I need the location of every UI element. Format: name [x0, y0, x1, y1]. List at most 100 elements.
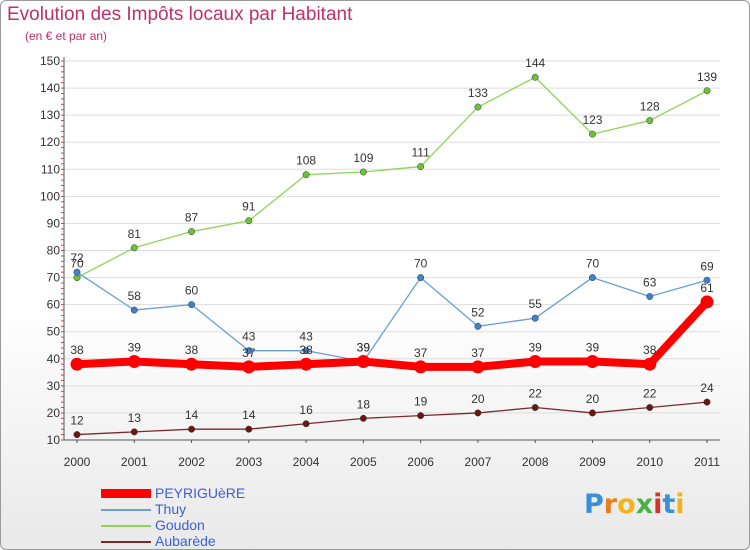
y-tick-label: 20: [47, 406, 61, 420]
data-point: [531, 404, 539, 411]
x-tick-label: 2011: [694, 455, 720, 469]
data-label: 37: [242, 346, 256, 360]
data-point: [130, 428, 138, 436]
legend-label: Goudon: [155, 517, 205, 533]
data-label: 18: [357, 397, 371, 411]
data-point: [242, 360, 256, 374]
data-point: [302, 171, 310, 179]
data-label: 108: [296, 154, 316, 168]
data-point: [471, 360, 485, 374]
data-label: 133: [468, 86, 488, 100]
data-label: 38: [643, 343, 657, 357]
data-point: [302, 347, 310, 355]
data-point: [703, 87, 711, 95]
data-label: 52: [471, 305, 485, 319]
data-point: [646, 293, 654, 300]
chart-subtitle: (en € et par an): [25, 29, 108, 43]
y-tick-label: 150: [40, 54, 60, 68]
data-point: [245, 347, 253, 355]
data-point: [703, 276, 711, 284]
data-point: [359, 168, 367, 176]
data-point: [417, 163, 425, 171]
data-point: [589, 274, 596, 282]
data-label: 38: [70, 343, 84, 357]
y-tick-label: 50: [47, 325, 61, 339]
data-label: 81: [128, 227, 142, 241]
data-label: 63: [643, 276, 657, 290]
x-tick-label: 2009: [579, 455, 606, 469]
data-point: [127, 354, 141, 368]
data-point: [73, 268, 81, 276]
y-tick-label: 120: [40, 135, 60, 149]
data-point: [528, 354, 542, 368]
data-point: [245, 425, 253, 433]
legend-label: Aubarède: [155, 533, 216, 549]
data-point: [359, 414, 367, 422]
logo-letter: x: [635, 489, 654, 520]
series-line: [76, 271, 708, 363]
data-point: [299, 357, 313, 371]
x-tick-label: 2010: [636, 455, 663, 469]
data-label: 43: [299, 330, 313, 344]
data-label: 91: [242, 200, 256, 214]
data-label: 37: [471, 346, 485, 360]
y-tick-label: 130: [40, 108, 60, 122]
logo-letter: i: [675, 489, 685, 520]
x-tick-label: 2008: [522, 455, 549, 469]
x-tick-label: 2007: [465, 455, 492, 469]
data-point: [474, 322, 482, 330]
series-line: [76, 401, 708, 436]
data-point: [185, 357, 199, 371]
data-point: [70, 357, 84, 371]
x-tick-label: 2005: [350, 455, 377, 469]
data-point: [474, 409, 482, 417]
data-point: [700, 295, 714, 309]
data-point: [130, 244, 138, 252]
series-goudon: 70 81 87 91 108 109 111 133 144 123 128 139: [70, 56, 717, 282]
data-label: 69: [700, 259, 714, 273]
data-point: [245, 217, 253, 225]
data-label: 70: [70, 257, 84, 271]
x-tick-label: 2004: [293, 455, 320, 469]
data-point: [73, 431, 81, 439]
data-label: 14: [242, 408, 256, 422]
data-label: 139: [697, 70, 717, 84]
data-point: [188, 425, 195, 433]
data-label: 37: [414, 346, 428, 360]
proxiti-logo: Proxiti: [584, 489, 685, 520]
x-tick-label: 2002: [178, 455, 205, 469]
data-label: 144: [525, 56, 545, 70]
x-tick-label: 2001: [121, 455, 148, 469]
series-thuy: 72 58 60 43 43 39 70 52 55 70 63 69: [70, 251, 714, 365]
data-label: 39: [357, 340, 371, 354]
data-label: 123: [582, 113, 602, 127]
data-point: [474, 103, 482, 111]
data-label: 70: [586, 257, 600, 271]
y-tick-label: 100: [40, 189, 60, 203]
x-tick-label: 2003: [235, 455, 262, 469]
logo-letter: i: [653, 489, 663, 520]
data-label: 22: [643, 387, 657, 401]
data-label: 22: [529, 387, 543, 401]
data-label: 60: [185, 284, 199, 298]
data-label: 20: [586, 392, 600, 406]
data-label: 109: [353, 151, 373, 165]
data-point: [585, 354, 599, 368]
series-line: [76, 76, 708, 279]
legend-swatch: [101, 509, 151, 511]
series-aubarède: 12 13 14 14 16 18 19 20 22 20 22 24: [70, 381, 714, 439]
legend-swatch: [101, 489, 151, 498]
y-tick-label: 70: [47, 271, 61, 285]
data-point: [646, 404, 654, 411]
data-label: 24: [700, 381, 714, 395]
data-point: [356, 354, 370, 368]
data-point: [643, 357, 657, 371]
data-label: 39: [357, 340, 371, 354]
series-line: [73, 297, 711, 371]
data-label: 39: [586, 340, 600, 354]
logo-letter: o: [617, 489, 636, 520]
legend-swatch: [101, 541, 151, 543]
data-label: 38: [185, 343, 199, 357]
